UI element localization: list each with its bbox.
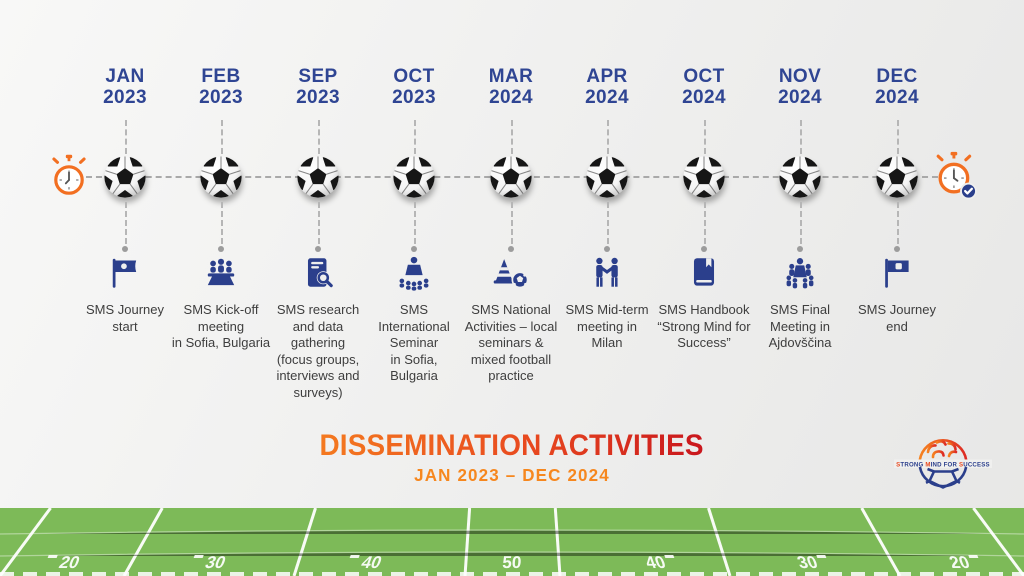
connector-line: [800, 202, 802, 244]
connector-line: [897, 202, 899, 244]
timeline-label: SMS International Seminar in Sofia, Bulg…: [378, 302, 450, 383]
connector-dot: [508, 246, 514, 252]
timeline-label: SMS Final Meeting in Ajdovščina: [768, 302, 832, 350]
timeline-item: FEB 2023 SMS Kick-off meeting in Sofia, …: [165, 66, 277, 350]
connector-line: [800, 120, 802, 154]
yard-lines: [0, 508, 1024, 576]
stopwatch-end-icon: [936, 151, 977, 200]
brain-icon: [918, 439, 968, 462]
timeline-date: JAN 2023: [103, 66, 147, 108]
connector-line: [897, 120, 899, 154]
football-icon: [391, 154, 437, 200]
connector-line: [414, 202, 416, 244]
connector-dot: [411, 246, 417, 252]
svg-text:30: 30: [203, 553, 229, 572]
timeline-label: SMS research and data gathering (focus g…: [276, 302, 360, 400]
football-outline-icon: [918, 466, 968, 489]
timeline-item: MAR 2024 SMS National Activities – local…: [455, 66, 567, 383]
svg-text:40: 40: [642, 553, 668, 572]
timeline-item: OCT 2023 SMS International Seminar in So…: [358, 66, 470, 383]
timeline-item: OCT 2024 SMS Handbook “Strong Mind for S…: [648, 66, 760, 350]
connector-line: [221, 120, 223, 154]
connector-line: [704, 202, 706, 244]
connector-line: [125, 120, 127, 154]
connector-line: [511, 120, 513, 154]
connector-line: [318, 120, 320, 154]
connector-line: [704, 120, 706, 154]
connector-line: [125, 202, 127, 244]
timeline-date: OCT 2024: [682, 66, 726, 108]
timeline-date: FEB 2023: [199, 66, 243, 108]
timeline-date: MAR 2024: [488, 66, 534, 108]
connector-line: [511, 202, 513, 244]
football-field: 20 30 40 50 40 30 20: [0, 508, 1024, 576]
football-icon: [295, 154, 341, 200]
svg-text:20: 20: [57, 553, 83, 572]
connector-dot: [894, 246, 900, 252]
flag-end-icon: [885, 258, 909, 288]
timeline-label: SMS Journey end: [857, 302, 937, 334]
yard-numbers: 20 30 40 50 40 30 20: [47, 553, 979, 572]
handbook-icon: [693, 258, 715, 286]
timeline-date: OCT 2023: [392, 66, 436, 108]
svg-text:50: 50: [502, 553, 522, 572]
flag-start-icon: [112, 258, 137, 288]
connector-dot: [315, 246, 321, 252]
page-title: DISSEMINATION ACTIVITIES: [319, 429, 705, 462]
timeline-label: SMS Journey start: [85, 302, 165, 334]
logo-text: STRONG MIND FOR SUCCESS: [896, 461, 990, 468]
timeline-item: APR 2024 SMS Mid-term meeting in Milan: [551, 66, 663, 350]
svg-text:20: 20: [946, 553, 972, 572]
seminar-icon: [399, 256, 429, 291]
check-badge-icon: [960, 182, 977, 200]
football-icon: [584, 154, 630, 200]
cone-football-icon: [493, 259, 529, 289]
connector-dot: [218, 246, 224, 252]
timeline-item: SEP 2023 SMS research and data gathering…: [262, 66, 374, 400]
football-icon: [488, 154, 534, 200]
stopwatch-start-icon: [52, 154, 86, 195]
field-arc-lines: [0, 529, 1024, 557]
connector-line: [607, 202, 609, 244]
timeline-date: NOV 2024: [778, 66, 822, 108]
timeline-date: DEC 2024: [875, 66, 919, 108]
connector-line: [318, 202, 320, 244]
connector-line: [221, 202, 223, 244]
final-meeting-icon: [786, 258, 814, 289]
connector-dot: [604, 246, 610, 252]
timeline-item: NOV 2024 SMS Final Meeting in Ajdovščina: [744, 66, 856, 350]
title-block: DISSEMINATION ACTIVITIES JAN 2023 – DEC …: [0, 429, 1024, 486]
svg-text:40: 40: [359, 553, 385, 572]
timeline-date: APR 2024: [585, 66, 629, 108]
handshake-icon: [596, 257, 618, 287]
page-subtitle: JAN 2023 – DEC 2024: [414, 465, 610, 485]
connector-line: [414, 120, 416, 154]
timeline-label: SMS National Activities – local seminars…: [464, 302, 558, 383]
connector-dot: [701, 246, 707, 252]
timeline-item: DEC 2024 SMS Journey end: [841, 66, 953, 334]
football-icon: [874, 154, 920, 200]
football-icon: [777, 154, 823, 200]
football-icon: [102, 154, 148, 200]
timeline-label: SMS Handbook “Strong Mind for Success”: [657, 302, 751, 350]
research-icon: [307, 258, 333, 288]
football-icon: [198, 154, 244, 200]
connector-dot: [122, 246, 128, 252]
timeline-item: JAN 2023 SMS Journey start: [69, 66, 181, 334]
connector-dot: [797, 246, 803, 252]
kickoff-meeting-icon: [207, 258, 235, 286]
sms-logo: STRONG MIND FOR SUCCESS: [894, 439, 992, 489]
football-icon: [681, 154, 727, 200]
timeline-label: SMS Kick-off meeting in Sofia, Bulgaria: [171, 302, 271, 350]
timeline-date: SEP 2023: [296, 66, 340, 108]
connector-line: [607, 120, 609, 154]
svg-text:30: 30: [794, 553, 820, 572]
timeline-label: SMS Mid-term meeting in Milan: [565, 302, 649, 350]
